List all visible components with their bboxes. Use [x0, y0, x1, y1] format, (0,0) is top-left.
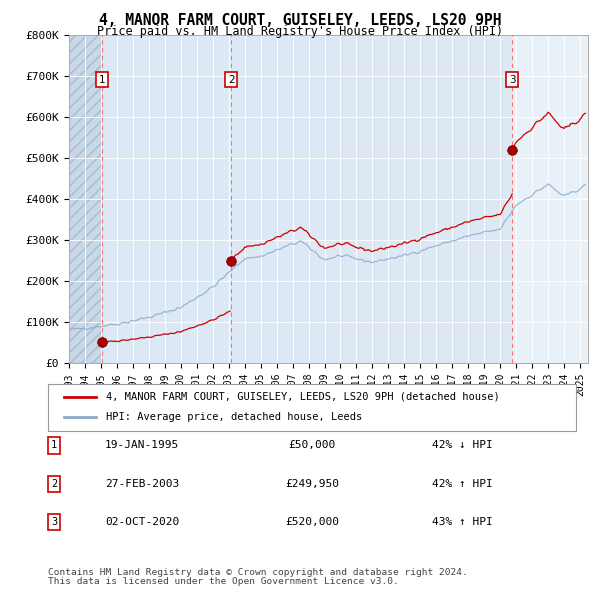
Text: 2: 2	[51, 479, 57, 489]
Text: Price paid vs. HM Land Registry's House Price Index (HPI): Price paid vs. HM Land Registry's House …	[97, 25, 503, 38]
Text: 1: 1	[51, 441, 57, 450]
Text: 3: 3	[509, 74, 515, 84]
Text: 19-JAN-1995: 19-JAN-1995	[105, 441, 179, 450]
Text: £249,950: £249,950	[285, 479, 339, 489]
Text: This data is licensed under the Open Government Licence v3.0.: This data is licensed under the Open Gov…	[48, 577, 399, 586]
Bar	[512, 35, 588, 363]
Text: 02-OCT-2020: 02-OCT-2020	[105, 517, 179, 527]
Text: 4, MANOR FARM COURT, GUISELEY, LEEDS, LS20 9PH (detached house): 4, MANOR FARM COURT, GUISELEY, LEEDS, LS…	[106, 392, 500, 402]
FancyBboxPatch shape	[48, 384, 576, 431]
Text: 2: 2	[228, 74, 235, 84]
Text: 42% ↓ HPI: 42% ↓ HPI	[432, 441, 493, 450]
Text: 3: 3	[51, 517, 57, 527]
Text: 27-FEB-2003: 27-FEB-2003	[105, 479, 179, 489]
Bar	[69, 35, 102, 363]
Text: 4, MANOR FARM COURT, GUISELEY, LEEDS, LS20 9PH: 4, MANOR FARM COURT, GUISELEY, LEEDS, LS…	[99, 13, 501, 28]
Text: Contains HM Land Registry data © Crown copyright and database right 2024.: Contains HM Land Registry data © Crown c…	[48, 568, 468, 577]
Text: 1: 1	[98, 74, 105, 84]
Text: 43% ↑ HPI: 43% ↑ HPI	[432, 517, 493, 527]
Text: HPI: Average price, detached house, Leeds: HPI: Average price, detached house, Leed…	[106, 412, 362, 422]
Text: 42% ↑ HPI: 42% ↑ HPI	[432, 479, 493, 489]
Text: £520,000: £520,000	[285, 517, 339, 527]
Text: £50,000: £50,000	[289, 441, 335, 450]
